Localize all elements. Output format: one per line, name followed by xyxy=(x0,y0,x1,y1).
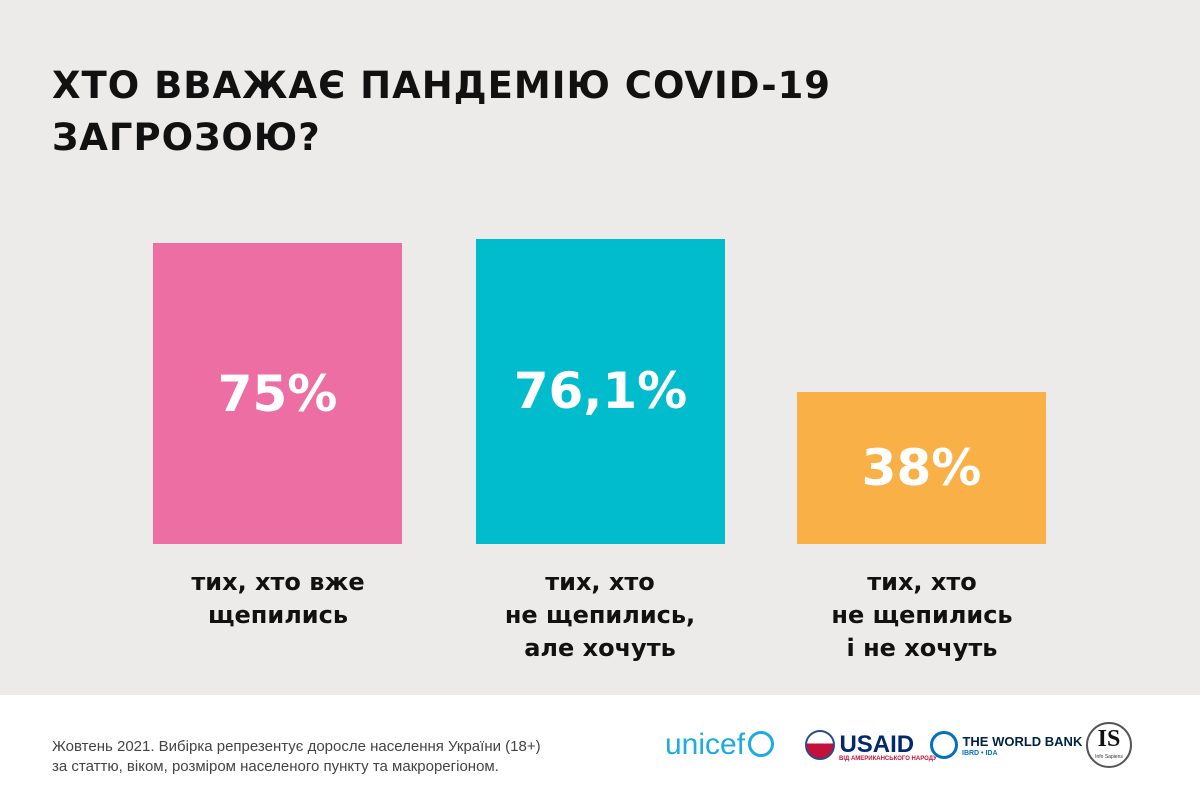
world-bank-text: THE WORLD BANK xyxy=(962,734,1083,749)
globe-icon xyxy=(930,731,958,759)
usaid-subtext: ВІД АМЕРИКАНСЬКОГО НАРОДУ xyxy=(839,756,937,762)
unicef-emblem-icon xyxy=(748,731,775,757)
info-sapiens-logo: IS Info Sapiens xyxy=(1086,722,1132,768)
bar: 76,1% xyxy=(476,238,725,544)
data-label: 76,1% xyxy=(513,362,688,421)
usaid-text: USAID xyxy=(839,731,915,758)
chart-title: ХТО ВВАЖАЄ ПАНДЕМІЮ COVID-19 ЗАГРОЗОЮ? xyxy=(52,64,832,159)
unicef-text: unicef xyxy=(665,728,746,761)
footnote-line: за статтю, віком, розміром населеного пу… xyxy=(52,758,499,775)
footnote: Жовтень 2021. Вибірка репрезентує доросл… xyxy=(52,737,541,777)
bar: 75% xyxy=(153,243,402,544)
world-bank-subtext: IBRD • IDA xyxy=(962,750,998,757)
data-label: 38% xyxy=(861,438,982,497)
footnote-line: Жовтень 2021. Вибірка репрезентує доросл… xyxy=(52,738,541,755)
usaid-logo: USAID ВІД АМЕРИКАНСЬКОГО НАРОДУ xyxy=(805,730,937,762)
usaid-seal-icon xyxy=(805,730,835,760)
category-label: тих, хто вже щепились xyxy=(191,568,365,629)
world-bank-logo: THE WORLD BANK IBRD • IDA xyxy=(930,731,1082,759)
unicef-logo: unicef xyxy=(665,728,775,762)
category-label: тих, хто не щепились і не хочуть xyxy=(831,568,1013,662)
data-label: 75% xyxy=(217,364,338,423)
category-label: тих, хто не щепились, але хочуть xyxy=(504,568,696,662)
info-sapiens-subtext: Info Sapiens xyxy=(1095,754,1123,760)
bar: 38% xyxy=(797,391,1046,544)
info-sapiens-text: IS xyxy=(1097,726,1121,752)
